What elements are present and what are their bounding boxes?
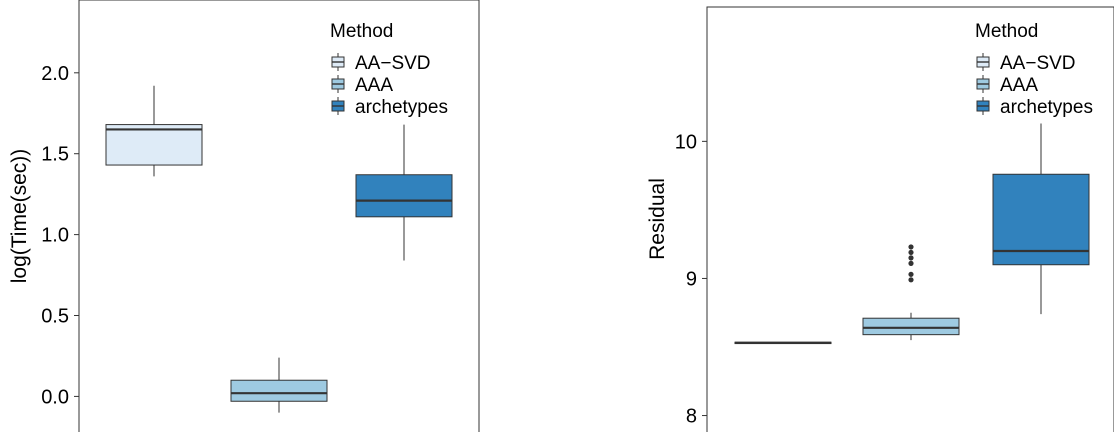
- box-body: [862, 317, 960, 336]
- box-2: [992, 123, 1090, 315]
- panel-border: [706, 6, 1114, 432]
- legend-label: AAA: [355, 75, 393, 96]
- panel-time: 0.0 0.5 1.0 1.5 2.0 log(Time(sec)) Method AA−SV…: [8, 0, 480, 432]
- outlier-point: [908, 255, 914, 261]
- legend-title: Method: [975, 21, 1038, 42]
- box-body: [355, 174, 453, 218]
- y-tick-label: 9: [686, 268, 697, 290]
- legend-label: AA−SVD: [1000, 53, 1076, 74]
- legend-label: archetypes: [1000, 97, 1093, 118]
- y-axis-title: log(Time(sec)): [8, 149, 31, 284]
- legend-key: [331, 97, 345, 115]
- legend-key: [976, 97, 990, 115]
- legend-key: [331, 53, 345, 71]
- box-body: [105, 124, 203, 166]
- y-tick-label: 2.0: [41, 63, 69, 85]
- box-2: [355, 124, 453, 261]
- legend-key: [976, 53, 990, 71]
- legend-label: AA−SVD: [355, 53, 431, 74]
- outlier-point: [908, 244, 914, 250]
- outlier-point: [908, 277, 914, 283]
- box-body: [992, 173, 1090, 266]
- outlier-point: [908, 260, 914, 266]
- legend-label: archetypes: [355, 97, 448, 118]
- y-tick-label: 1.5: [41, 144, 69, 166]
- y-tick-label: 0.5: [41, 306, 69, 328]
- y-tick-label: 10: [675, 131, 697, 153]
- y-tick-label: 0.0: [41, 386, 69, 408]
- outlier-point: [908, 249, 914, 256]
- legend-title: Method: [330, 21, 393, 42]
- box-body: [230, 379, 328, 402]
- outlier-point: [908, 271, 914, 277]
- legend-key: [976, 75, 990, 93]
- box-0: [105, 85, 203, 177]
- y-axis-title: Residual: [646, 178, 669, 260]
- box-1: [230, 357, 328, 413]
- box-0: [734, 341, 832, 345]
- panel-border: [78, 0, 480, 432]
- legend-label: AAA: [1000, 75, 1038, 96]
- y-tick-label: 8: [686, 406, 697, 428]
- legend-key: [331, 75, 345, 93]
- y-tick-label: 1.0: [41, 225, 69, 247]
- box-1: [862, 244, 960, 341]
